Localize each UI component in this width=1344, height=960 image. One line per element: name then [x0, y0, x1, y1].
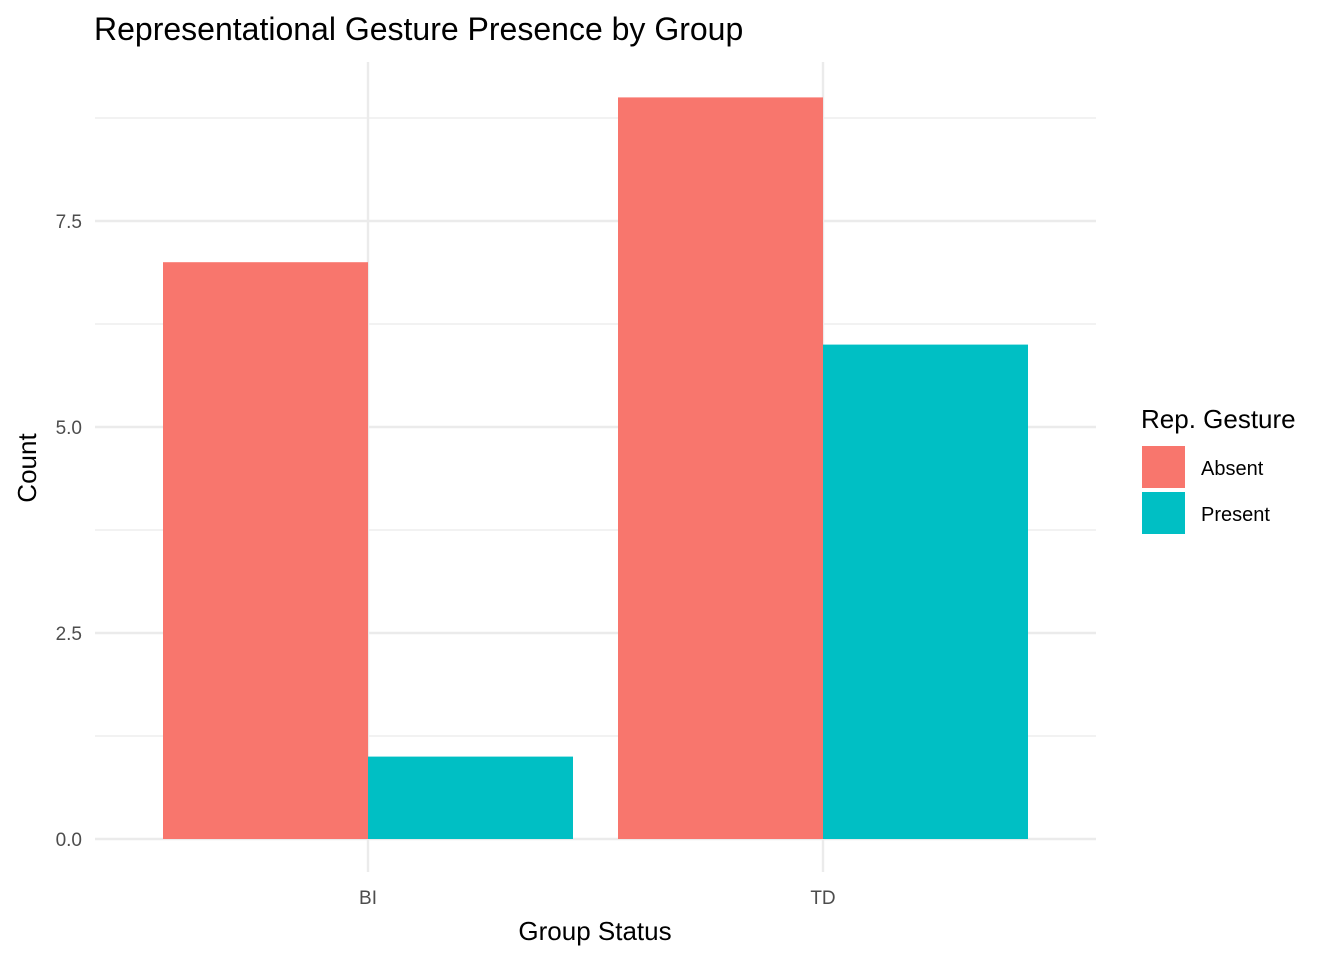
- bars: [163, 97, 1028, 839]
- legend-label-present: Present: [1201, 504, 1270, 526]
- x-tick-label-bi: BI: [359, 888, 377, 909]
- y-tick-label-0: 0.0: [56, 830, 82, 851]
- bar-bi-absent: [163, 262, 368, 839]
- x-tick-label-td: TD: [810, 888, 835, 909]
- x-axis-title: Group Status: [518, 916, 671, 946]
- y-tick-label-2: 5.0: [56, 418, 82, 439]
- chart-title: Representational Gesture Presence by Gro…: [94, 11, 743, 47]
- bar-td-present: [823, 344, 1028, 839]
- legend-key-absent: [1142, 446, 1185, 488]
- y-tick-label-1: 2.5: [56, 624, 82, 645]
- legend-label-absent: Absent: [1201, 458, 1264, 480]
- y-tick-label-3: 7.5: [56, 212, 82, 233]
- x-axis-ticks: BI TD: [359, 888, 836, 909]
- legend-title: Rep. Gesture: [1141, 404, 1296, 434]
- y-axis-title: Count: [12, 433, 42, 503]
- y-axis-ticks: 0.0 2.5 5.0 7.5: [56, 212, 82, 851]
- legend-key-present: [1142, 492, 1185, 534]
- legend: Rep. Gesture Absent Present: [1141, 404, 1296, 534]
- bar-bi-present: [368, 756, 573, 839]
- bar-td-absent: [618, 97, 823, 839]
